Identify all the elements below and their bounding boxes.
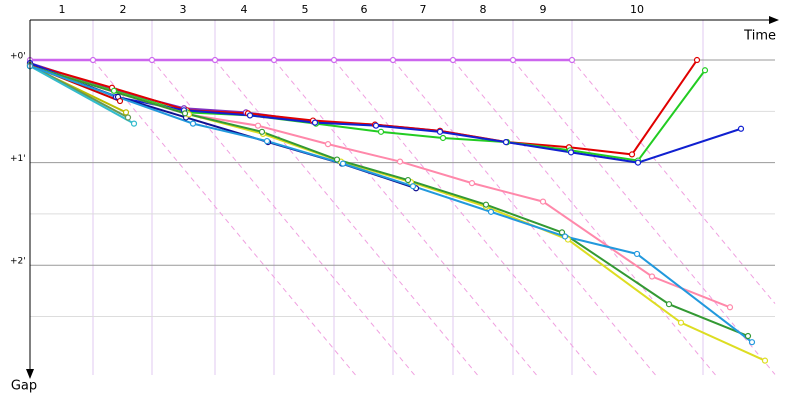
series-line [29, 65, 753, 343]
series-line [29, 62, 742, 164]
x-tick-label: 6 [361, 3, 368, 16]
point [339, 160, 347, 167]
lap-guide [92, 59, 356, 376]
point [648, 273, 656, 280]
point [468, 180, 476, 187]
lap-guide [273, 59, 537, 376]
x-tick-label: 10 [630, 3, 644, 16]
point [396, 158, 404, 165]
point [333, 156, 341, 163]
lap-guide [571, 59, 776, 304]
point [628, 151, 636, 158]
point [665, 301, 673, 308]
point [148, 56, 156, 64]
lines [26, 56, 769, 364]
point [404, 176, 412, 184]
point [254, 122, 262, 129]
lap-guide [214, 59, 478, 376]
x-tick-label: 1 [59, 3, 66, 16]
point [436, 128, 444, 135]
point [567, 149, 575, 156]
point [677, 319, 685, 326]
x-tick-label: 3 [180, 3, 187, 16]
x-tick-label: 7 [420, 3, 427, 16]
point [748, 339, 756, 346]
point [568, 56, 576, 64]
point [110, 87, 118, 94]
lap-guide [512, 59, 776, 375]
lap-guide [392, 59, 656, 376]
lap-guide [151, 59, 415, 376]
x-tick-label: 4 [241, 3, 248, 16]
series-line [29, 64, 129, 119]
point [634, 159, 642, 166]
point [539, 198, 547, 205]
y-tick-label: +1' [10, 154, 26, 164]
point [737, 125, 745, 132]
point [124, 114, 132, 121]
y-tick-label: +0' [10, 52, 26, 62]
point [377, 128, 385, 135]
point [693, 56, 701, 64]
x-tick-label: 2 [120, 3, 127, 16]
point [558, 229, 566, 236]
series-line [29, 65, 706, 162]
point [89, 56, 97, 64]
point [130, 120, 138, 127]
point [633, 250, 641, 258]
lap-guide [333, 59, 597, 376]
y-axis-label: Gap [11, 379, 37, 394]
point [726, 304, 734, 311]
point [211, 56, 219, 64]
x-tick-label: 5 [302, 3, 309, 16]
series-line [29, 65, 135, 125]
series-line [29, 59, 698, 156]
lap-guide [452, 59, 716, 376]
point [270, 56, 278, 64]
point [116, 97, 124, 105]
x-axis-label: Time [743, 29, 776, 44]
point [330, 56, 338, 64]
x-tick-label: 8 [480, 3, 487, 16]
point [439, 134, 447, 142]
series-line [29, 65, 749, 337]
point [449, 56, 457, 64]
point [311, 119, 319, 126]
x-tick-label: 9 [540, 3, 547, 16]
lap-guides [92, 59, 776, 376]
point [487, 208, 495, 215]
point [701, 67, 709, 74]
point [122, 109, 130, 116]
point [181, 110, 189, 117]
point [409, 183, 417, 190]
y-tick-label: +2' [10, 257, 26, 267]
series-line [29, 62, 572, 153]
point [502, 138, 510, 146]
point [258, 128, 266, 135]
point [509, 56, 517, 64]
point [389, 56, 397, 64]
point [561, 233, 569, 240]
point [189, 120, 197, 127]
point [744, 332, 752, 340]
point [263, 137, 271, 145]
point [482, 201, 490, 208]
point [761, 357, 769, 364]
point [246, 112, 254, 119]
point [324, 141, 332, 148]
point [372, 122, 380, 129]
